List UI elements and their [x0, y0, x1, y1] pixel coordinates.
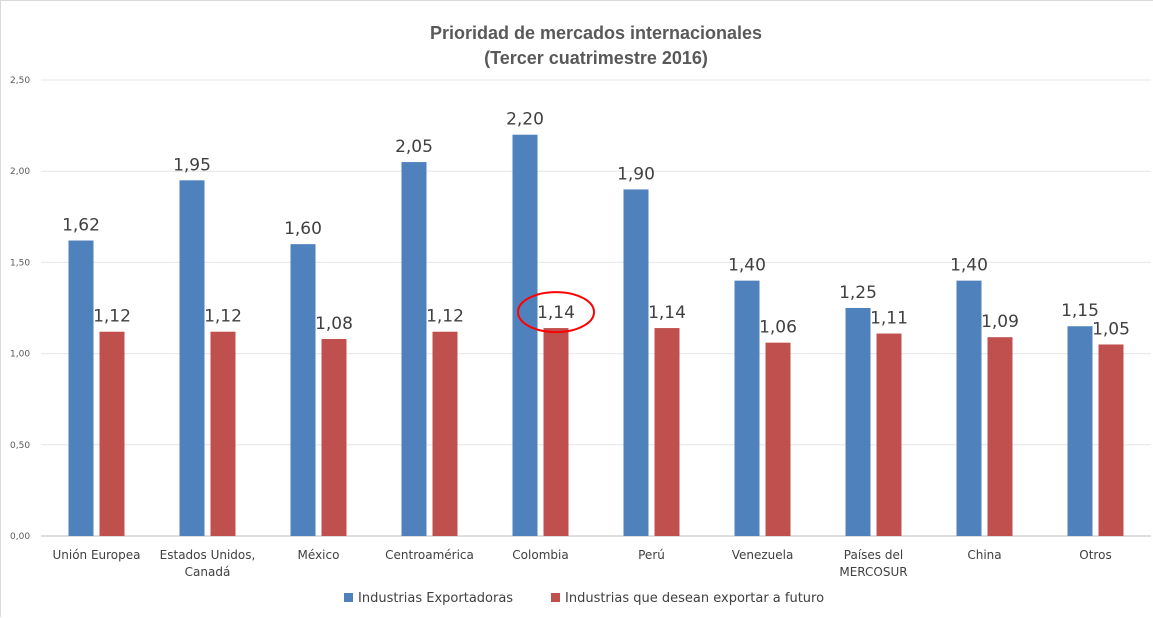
x-tick-label: Estados Unidos,	[160, 548, 256, 562]
chart-title-line: (Tercer cuatrimestre 2016)	[484, 48, 708, 68]
y-tick-label: 1,50	[10, 258, 30, 268]
data-label: 1,25	[839, 283, 877, 303]
x-tick-label: Perú	[638, 548, 665, 562]
bar-futuro	[765, 342, 791, 536]
x-tick-label: Países del	[844, 548, 903, 562]
bar-futuro	[210, 331, 236, 536]
data-label: 1,40	[728, 256, 766, 276]
data-label: 1,12	[204, 307, 242, 327]
bar-futuro	[1098, 344, 1124, 536]
bar-exportadoras	[512, 134, 538, 536]
bar-exportadoras	[956, 280, 982, 536]
x-tick-label: Unión Europea	[52, 548, 140, 562]
data-label: 1,05	[1092, 319, 1130, 339]
legend-swatch	[344, 593, 353, 602]
chart-title-line: Prioridad de mercados internacionales	[430, 23, 762, 43]
data-label: 1,12	[426, 307, 464, 327]
x-tick-label: MERCOSUR	[839, 565, 907, 579]
data-label: 1,40	[950, 256, 988, 276]
bar-futuro	[432, 331, 458, 536]
bar-exportadoras	[623, 189, 649, 536]
bar-exportadoras	[179, 180, 205, 536]
x-tick-label: Colombia	[512, 548, 568, 562]
data-label: 1,90	[617, 164, 655, 184]
bar-futuro	[543, 328, 569, 536]
data-label: 1,14	[537, 303, 575, 323]
bar-exportadoras	[401, 162, 427, 536]
x-tick-label: Canadá	[185, 565, 231, 579]
bar-exportadoras	[734, 280, 760, 536]
legend-swatch	[551, 593, 560, 602]
legend-label: Industrias que desean exportar a futuro	[565, 591, 824, 606]
x-tick-label: Centroamérica	[385, 548, 474, 562]
data-label: 1,95	[173, 155, 211, 175]
data-label: 1,60	[284, 219, 322, 239]
data-label: 1,15	[1061, 301, 1099, 321]
data-label: 1,06	[759, 318, 797, 338]
data-label: 2,05	[395, 137, 433, 157]
y-tick-label: 1,00	[10, 350, 30, 360]
bar-exportadoras	[290, 244, 316, 536]
bar-futuro	[987, 337, 1013, 536]
x-tick-label: Venezuela	[732, 548, 794, 562]
y-tick-label: 2,50	[10, 76, 30, 86]
data-label: 1,12	[93, 307, 131, 327]
bar-futuro	[99, 331, 125, 536]
bar-futuro	[321, 339, 347, 536]
x-tick-label: México	[298, 548, 340, 562]
data-label: 1,09	[981, 312, 1019, 332]
data-label: 1,62	[62, 216, 100, 236]
x-tick-label: Otros	[1079, 548, 1111, 562]
y-tick-label: 0,00	[10, 532, 30, 542]
y-tick-label: 2,00	[10, 167, 30, 177]
bar-exportadoras	[68, 240, 94, 536]
data-label: 1,11	[870, 309, 908, 329]
data-label: 1,14	[648, 303, 686, 323]
bar-exportadoras	[1067, 326, 1093, 536]
y-tick-label: 0,50	[10, 441, 30, 451]
bar-futuro	[876, 333, 902, 536]
data-label: 2,20	[506, 110, 544, 130]
highlight-circle	[517, 291, 595, 334]
data-label: 1,08	[315, 314, 353, 334]
bar-futuro	[654, 328, 680, 536]
bar-exportadoras	[845, 308, 871, 536]
x-tick-label: China	[967, 548, 1001, 562]
legend-label: Industrias Exportadoras	[358, 591, 513, 606]
